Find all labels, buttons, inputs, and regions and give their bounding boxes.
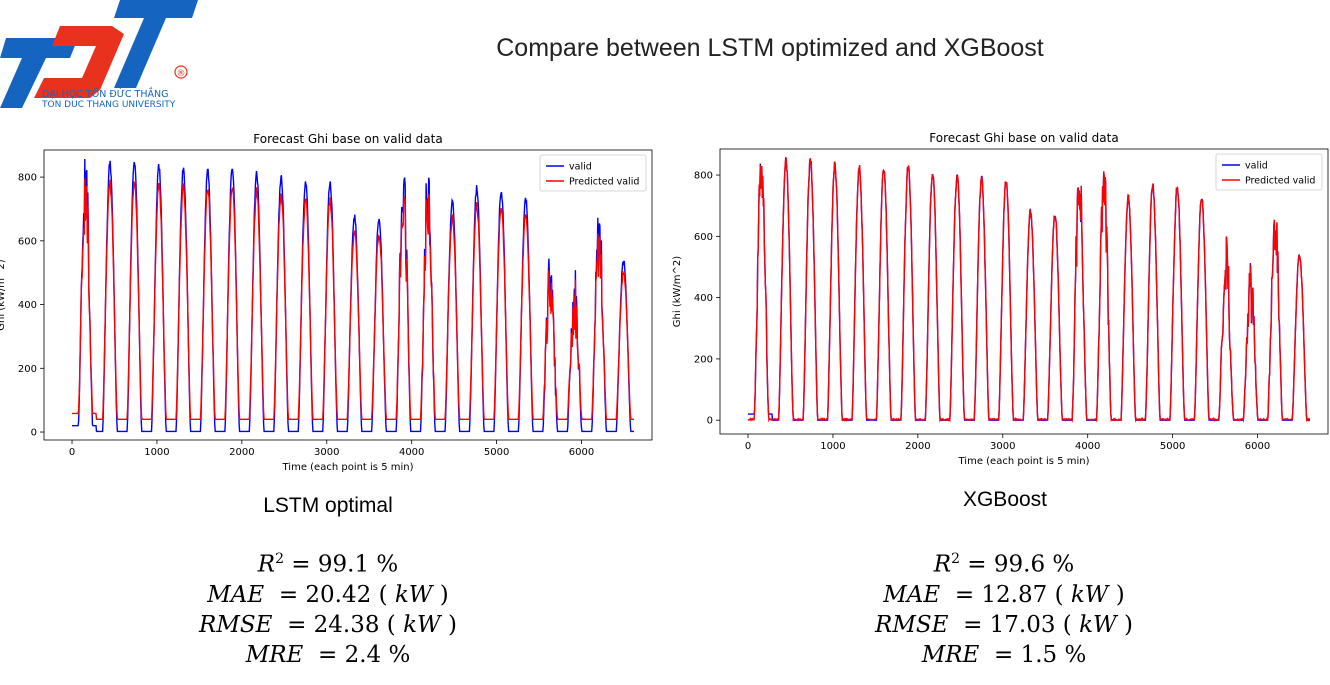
lstm-mre-row: MRE = 2.4 % <box>128 640 528 670</box>
mae-symbol: MAE <box>883 581 941 608</box>
x-tick-label: 5000 <box>1160 441 1185 452</box>
unit-symbol: kW <box>394 581 433 608</box>
xgboost-metrics: R2 = 99.6 % MAE = 12.87 ( kW ) RMSE = 17… <box>804 544 1204 670</box>
logo-text-english: TON DUC THANG UNIVERSITY <box>41 100 176 110</box>
xgboost-rmse-value: = 17.03 ( <box>963 611 1080 638</box>
legend-label: valid <box>569 162 592 173</box>
xgboost-panel: Forecast Ghi base on valid data 0 1000 2000… <box>670 120 1330 480</box>
legend-label: Predicted valid <box>1245 176 1315 187</box>
x-tick-label: 4000 <box>399 447 424 458</box>
x-tick-label: 1000 <box>820 441 845 452</box>
y-axis-label: Ghi (kW/m^2) <box>0 259 7 330</box>
lstm-rmse-row: RMSE = 24.38 ( kW ) <box>128 610 528 640</box>
r2-exponent: 2 <box>275 551 284 567</box>
y-axis-label: Ghi (kW/m^2) <box>672 256 683 327</box>
lstm-metrics: R2 = 99.1 % MAE = 20.42 ( kW ) RMSE = 24… <box>128 544 528 670</box>
xgboost-r2-value: = 99.6 % <box>967 551 1075 578</box>
xgboost-mre-value: = 1.5 % <box>993 641 1087 668</box>
legend-label: valid <box>1245 161 1268 172</box>
slide-title: Compare between LSTM optimized and XGBoo… <box>496 34 1044 62</box>
x-tick-label: 2000 <box>229 447 254 458</box>
x-tick-label: 6000 <box>1245 441 1270 452</box>
xgboost-mae-row: MAE = 12.87 ( kW ) <box>804 580 1204 610</box>
xgboost-mre-row: MRE = 1.5 % <box>804 640 1204 670</box>
y-tick-label: 600 <box>18 236 37 247</box>
y-tick-label: 600 <box>694 232 713 243</box>
r2-exponent: 2 <box>951 551 960 567</box>
mre-symbol: MRE <box>921 641 980 668</box>
series-line-predicted-valid <box>747 156 1311 423</box>
x-tick-label: 0 <box>69 447 75 458</box>
series-line-predicted-valid <box>72 178 634 420</box>
unit-close: ) <box>1108 581 1125 608</box>
xgboost-model-name: XGBoost <box>962 488 1048 511</box>
series-line-valid <box>72 158 634 433</box>
x-tick-label: 6000 <box>569 447 594 458</box>
logo-t-right-shape <box>114 0 198 88</box>
plot-frame <box>719 148 1329 435</box>
logo-registered-circle <box>174 65 188 79</box>
plot-frame <box>43 149 653 441</box>
rmse-symbol: RMSE <box>875 611 949 638</box>
legend-label: Predicted valid <box>569 177 639 188</box>
logo-text-vietnamese: ĐẠI HỌC TÔN ĐỨC THẮNG <box>42 87 168 100</box>
legend-box <box>539 154 647 192</box>
y-tick-label: 800 <box>694 171 713 182</box>
xgboost-rmse-row: RMSE = 17.03 ( kW ) <box>804 610 1204 640</box>
x-tick-label: 5000 <box>484 447 509 458</box>
x-axis-label: Time (each point is 5 min) <box>958 456 1090 467</box>
y-tick-label: 0 <box>707 416 713 427</box>
r2-symbol: R <box>257 551 276 578</box>
xgboost-r2-row: R2 = 99.6 % <box>804 544 1204 580</box>
chart-title: Forecast Ghi base on valid data <box>253 132 442 146</box>
y-tick-label: 200 <box>694 354 713 365</box>
rmse-symbol: RMSE <box>199 611 273 638</box>
x-tick-label: 0 <box>745 441 751 452</box>
lstm-mae-value: = 20.42 ( <box>278 581 395 608</box>
lstm-rmse-value: = 24.38 ( <box>287 611 404 638</box>
mre-symbol: MRE <box>245 641 304 668</box>
legend-box <box>1215 153 1323 191</box>
unit-symbol: kW <box>1070 581 1109 608</box>
unit-close: ) <box>1116 611 1133 638</box>
unit-close: ) <box>440 611 457 638</box>
x-tick-label: 4000 <box>1075 441 1100 452</box>
y-tick-label: 800 <box>18 173 37 184</box>
lstm-mae-row: MAE = 20.42 ( kW ) <box>128 580 528 610</box>
lstm-mre-value: = 2.4 % <box>317 641 411 668</box>
y-tick-label: 200 <box>18 364 37 375</box>
unit-symbol: kW <box>1079 611 1117 638</box>
y-tick-label: 0 <box>31 428 37 439</box>
xgboost-mae-value: = 12.87 ( <box>954 581 1071 608</box>
x-tick-label: 1000 <box>144 447 169 458</box>
lstm-model-name: LSTM optimal <box>263 494 393 517</box>
logo-t-left-shape <box>0 38 78 108</box>
y-tick-label: 400 <box>694 293 713 304</box>
r2-symbol: R <box>933 551 952 578</box>
lstm-r2-value: = 99.1 % <box>291 551 399 578</box>
logo-d-shape <box>34 26 124 98</box>
logo-registered-mark: ® <box>177 69 186 79</box>
unit-symbol: kW <box>403 611 441 638</box>
x-tick-label: 2000 <box>905 441 930 452</box>
x-tick-label: 3000 <box>990 441 1015 452</box>
lstm-panel: Forecast Ghi base on valid data 0 1000 2000… <box>0 120 660 480</box>
x-tick-label: 3000 <box>314 447 339 458</box>
y-tick-label: 400 <box>18 300 37 311</box>
chart-title: Forecast Ghi base on valid data <box>929 131 1118 145</box>
x-axis-label: Time (each point is 5 min) <box>282 462 414 473</box>
unit-close: ) <box>432 581 449 608</box>
tdt-logo: ® ĐẠI HỌC TÔN ĐỨC THẮNG TON DUC THANG UN… <box>0 0 198 110</box>
lstm-r2-row: R2 = 99.1 % <box>128 544 528 580</box>
mae-symbol: MAE <box>207 581 265 608</box>
